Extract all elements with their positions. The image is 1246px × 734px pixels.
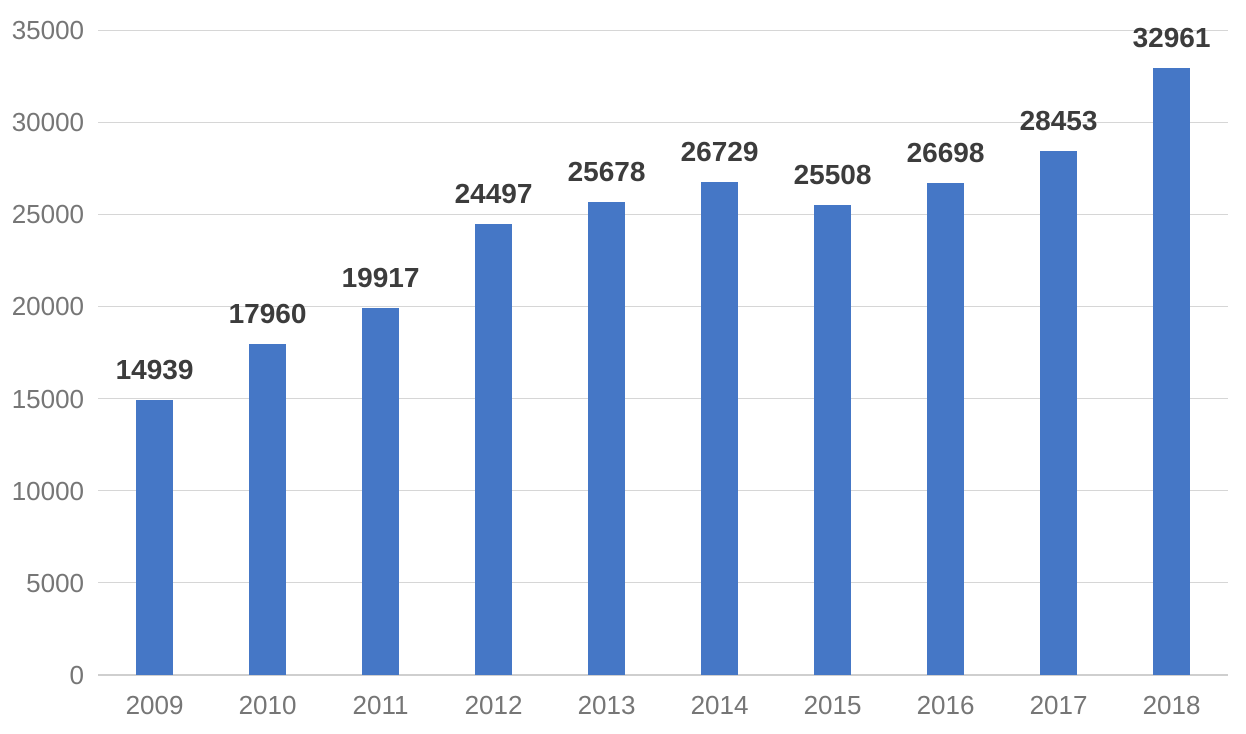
y-tick-label: 5000	[26, 567, 84, 598]
x-tick-label: 2018	[1142, 690, 1201, 720]
gridline	[98, 398, 1228, 400]
bar-value-label: 28453	[1019, 104, 1098, 136]
gridline	[98, 582, 1228, 584]
bar-value-label: 24497	[454, 177, 533, 209]
x-axis-baseline	[98, 674, 1228, 676]
bar-value-label: 25508	[793, 158, 872, 190]
bar	[701, 182, 738, 675]
bar	[475, 223, 512, 675]
x-tick-label: 2011	[352, 690, 409, 720]
x-tick-label: 2015	[803, 690, 862, 720]
gridline	[98, 213, 1228, 215]
y-tick-label: 10000	[11, 475, 84, 506]
bar	[927, 182, 964, 675]
y-tick-label: 35000	[11, 15, 84, 45]
bar	[249, 344, 286, 675]
y-tick-label: 20000	[11, 291, 84, 322]
bar-value-label: 25678	[567, 155, 646, 187]
bar-value-label: 17960	[228, 298, 307, 330]
x-tick-label: 2017	[1029, 690, 1088, 720]
x-tick-label: 2009	[125, 690, 184, 720]
y-tick-label: 0	[69, 660, 84, 690]
x-tick-label: 2012	[464, 690, 523, 720]
x-tick-label: 2010	[238, 690, 297, 720]
bar-value-label: 14939	[115, 353, 194, 385]
bar	[588, 201, 625, 675]
x-tick-label: 2016	[916, 690, 975, 720]
bar	[1040, 150, 1077, 675]
gridline	[98, 121, 1228, 123]
bar-value-label: 19917	[341, 261, 420, 293]
x-tick-label: 2013	[577, 690, 636, 720]
y-tick-label: 25000	[11, 199, 84, 230]
gridline	[98, 29, 1228, 31]
gridline	[98, 490, 1228, 492]
bar	[362, 307, 399, 675]
bar-value-label: 26729	[680, 136, 759, 168]
bar	[1153, 67, 1190, 675]
bar	[814, 204, 851, 675]
y-tick-label: 30000	[11, 107, 84, 138]
bar-value-label: 32961	[1132, 21, 1211, 53]
bar	[136, 399, 173, 675]
gridline	[98, 305, 1228, 307]
bar-value-label: 26698	[906, 136, 985, 168]
x-tick-label: 2014	[690, 690, 749, 720]
y-tick-label: 15000	[11, 383, 84, 414]
